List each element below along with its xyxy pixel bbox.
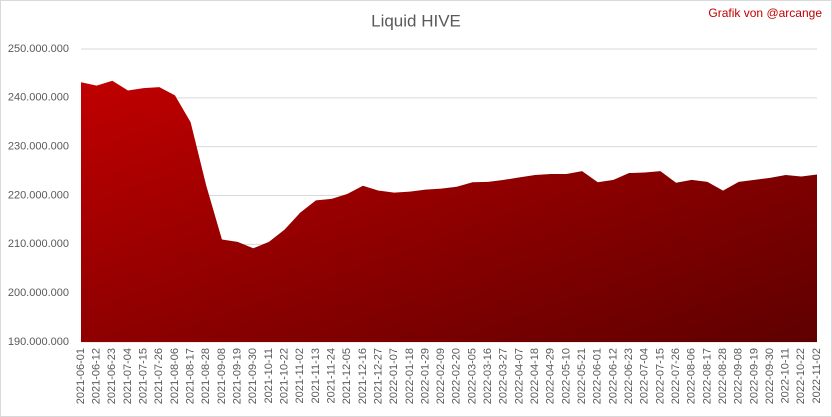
x-tick-label: 2022-09-19 (748, 348, 760, 404)
x-tick-label: 2021-07-04 (122, 348, 134, 404)
y-tick-label: 250.000.000 (8, 43, 69, 55)
x-tick-label: 2022-08-17 (701, 348, 713, 404)
x-tick-label: 2021-12-05 (341, 348, 353, 404)
x-tick-label: 2021-10-22 (278, 348, 290, 404)
x-tick-label: 2021-11-24 (325, 348, 337, 403)
x-tick-label: 2022-01-29 (419, 348, 431, 404)
area (81, 80, 817, 343)
x-tick-label: 2021-11-02 (294, 348, 306, 403)
x-tick-label: 2022-03-05 (466, 348, 478, 404)
y-tick-label: 220.000.000 (8, 189, 69, 201)
x-tick-label: 2021-09-08 (216, 348, 228, 404)
y-tick-label: 200.000.000 (8, 287, 69, 299)
x-tick-label: 2022-01-07 (388, 348, 400, 404)
x-tick-label: 2021-11-13 (310, 348, 322, 403)
x-tick-label: 2021-07-15 (138, 348, 150, 404)
x-tick-label: 2022-04-18 (529, 348, 541, 404)
x-tick-label: 2022-03-16 (482, 348, 494, 404)
x-tick-label: 2022-07-15 (654, 348, 666, 404)
x-tick-label: 2022-08-06 (686, 348, 698, 404)
x-tick-label: 2022-06-23 (623, 348, 635, 404)
y-tick-label: 210.000.000 (8, 238, 69, 250)
y-tick-label: 190.000.000 (8, 336, 69, 348)
x-tick-label: 2021-08-17 (185, 348, 197, 404)
x-tick-label: 2021-06-12 (91, 348, 103, 404)
x-tick-label: 2022-08-28 (717, 348, 729, 404)
x-tick-label: 2022-04-29 (545, 348, 557, 404)
x-tick-label: 2021-12-27 (372, 348, 384, 404)
x-tick-label: 2022-09-30 (764, 348, 776, 404)
x-tick-label: 2022-06-01 (592, 348, 604, 404)
x-tick-label: 2022-01-18 (404, 348, 416, 404)
x-tick-label: 2022-02-20 (451, 348, 463, 404)
x-tick-label: 2021-10-11 (263, 348, 275, 403)
x-tick-label: 2021-06-01 (75, 348, 87, 404)
x-tick-label: 2022-07-26 (670, 348, 682, 404)
y-tick-label: 240.000.000 (8, 92, 69, 104)
x-tick-label: 2022-10-11 (780, 348, 792, 403)
x-tick-label: 2021-09-30 (247, 348, 259, 404)
x-tick-label: 2022-07-04 (639, 348, 651, 404)
chart-title: Liquid HIVE (371, 11, 461, 30)
x-tick-label: 2022-04-07 (513, 348, 525, 404)
x-tick-label: 2021-08-06 (169, 348, 181, 404)
x-tick-label: 2021-08-28 (200, 348, 212, 404)
x-tick-label: 2022-06-12 (607, 348, 619, 404)
x-tick-label: 2021-07-26 (153, 348, 165, 404)
x-tick-label: 2022-11-02 (811, 348, 823, 403)
x-tick-label: 2021-09-19 (232, 348, 244, 404)
chart-subtitle: Grafik von @arcange (708, 6, 822, 20)
x-tick-label: 2022-05-10 (560, 348, 572, 404)
x-tick-label: 2022-05-21 (576, 348, 588, 404)
x-tick-label: 2022-09-08 (733, 348, 745, 404)
x-tick-label: 2022-02-09 (435, 348, 447, 404)
x-tick-label: 2021-06-23 (106, 348, 118, 404)
x-tick-label: 2021-12-16 (357, 348, 369, 404)
y-tick-label: 230.000.000 (8, 141, 69, 153)
x-tick-label: 2022-03-27 (498, 348, 510, 404)
x-tick-label: 2022-10-22 (795, 348, 807, 404)
